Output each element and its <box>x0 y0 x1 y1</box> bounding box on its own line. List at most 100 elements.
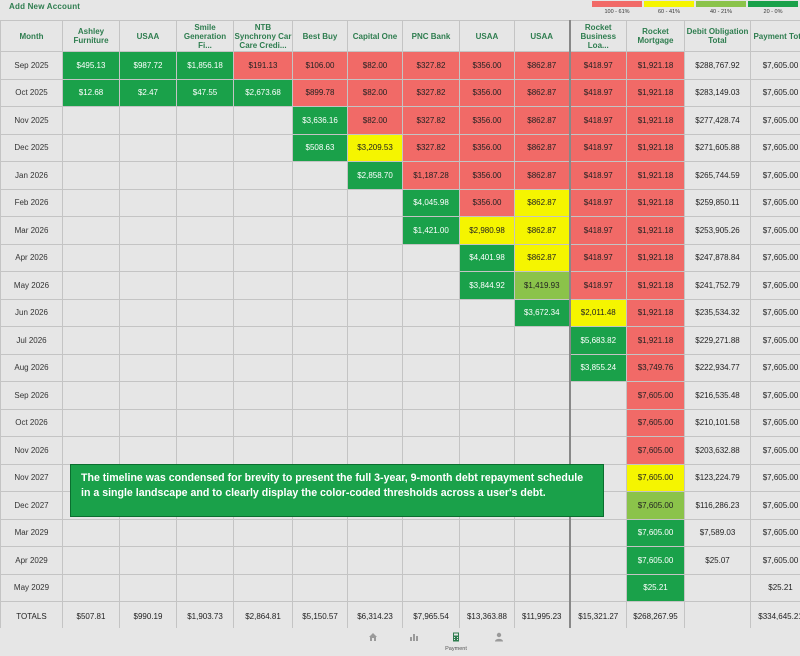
legend-label-lightgreen: 40 - 21% <box>709 9 732 15</box>
payment-cell <box>119 353 177 382</box>
payment-cell: $1,921.18 <box>626 78 685 107</box>
table-row: Apr 2026 $4,401.98 $862.87 $418.97 $1,921.18… <box>0 243 800 272</box>
payment-cell <box>119 546 177 575</box>
payment-cell: $7,605.00 <box>626 463 685 492</box>
payment-total-cell: $7,605.00 <box>750 271 800 300</box>
payment-cell <box>459 326 515 355</box>
add-new-account-link[interactable]: Add New Account <box>9 2 81 11</box>
person-icon <box>495 632 503 642</box>
payment-cell <box>233 133 293 162</box>
payment-cell: $7,605.00 <box>626 491 685 520</box>
payment-cell: $82.00 <box>347 78 403 107</box>
payment-cell <box>347 381 403 410</box>
payment-cell: $47.55 <box>176 78 234 107</box>
payment-cell <box>176 546 234 575</box>
payment-cell <box>176 298 234 327</box>
payment-cell <box>176 271 234 300</box>
payment-cell <box>402 381 460 410</box>
debt-total-cell: $283,149.03 <box>684 78 751 107</box>
table-row: May 2026 $3,844.92 $1,419.93 $418.97 $1,921.… <box>0 271 800 300</box>
debt-total-cell: $241,752.79 <box>684 271 751 300</box>
month-cell: Aug 2026 <box>0 353 63 382</box>
payment-cell <box>62 353 120 382</box>
month-cell: Mar 2029 <box>0 518 63 547</box>
payment-cell: $862.87 <box>514 243 571 272</box>
payment-cell <box>176 106 234 135</box>
payment-cell: $1,921.18 <box>626 326 685 355</box>
legend-label-red: 100 - 61% <box>604 9 630 15</box>
column-header-1: Ashley Furniture <box>62 20 120 52</box>
payment-total-cell: $25.21 <box>750 573 800 602</box>
column-header-10: Rocket Business Loa... <box>569 20 627 52</box>
payment-cell <box>402 408 460 437</box>
payment-cell: $3,855.24 <box>569 353 627 382</box>
payment-cell: $418.97 <box>569 216 627 245</box>
payment-cell <box>119 408 177 437</box>
month-cell: Dec 2027 <box>0 491 63 520</box>
nav-payment[interactable]: Payment <box>441 632 471 652</box>
nav-reports[interactable] <box>399 632 429 645</box>
legend-label-green: 20 - 0% <box>763 9 783 15</box>
payment-cell <box>514 408 571 437</box>
payment-cell: $508.63 <box>292 133 348 162</box>
payment-cell <box>176 518 234 547</box>
payment-cell: $7,605.00 <box>626 436 685 465</box>
payment-cell: $2,858.70 <box>347 161 403 190</box>
payment-cell: $82.00 <box>347 106 403 135</box>
payment-cell: $7,605.00 <box>626 408 685 437</box>
payment-cell: $4,401.98 <box>459 243 515 272</box>
total-cell: $990.19 <box>119 601 177 632</box>
payment-cell <box>176 381 234 410</box>
home-icon <box>369 633 377 641</box>
payment-cell <box>459 408 515 437</box>
payment-cell <box>233 106 293 135</box>
month-cell: Sep 2026 <box>0 381 63 410</box>
debt-total-cell <box>684 573 751 602</box>
payment-cell <box>62 518 120 547</box>
debt-total-cell: $25.07 <box>684 546 751 575</box>
payment-cell <box>119 436 177 465</box>
debt-total-cell: $247,878.84 <box>684 243 751 272</box>
total-cell: $13,363.88 <box>459 601 515 632</box>
payment-cell: $418.97 <box>569 188 627 217</box>
payment-cell: $3,844.92 <box>459 271 515 300</box>
payment-cell: $5,683.82 <box>569 326 627 355</box>
legend-swatch-green <box>748 1 798 7</box>
bottom-navigation: Payment <box>0 628 800 656</box>
payment-cell <box>402 573 460 602</box>
payment-total-cell: $7,605.00 <box>750 546 800 575</box>
debt-total-cell: $265,744.59 <box>684 161 751 190</box>
payment-cell <box>569 381 627 410</box>
payment-cell: $7,605.00 <box>626 518 685 547</box>
column-header-3: Smile Generation Fi... <box>176 20 234 52</box>
month-cell: Sep 2025 <box>0 51 63 80</box>
payment-cell: $356.00 <box>459 188 515 217</box>
payment-cell: $3,636.16 <box>292 106 348 135</box>
payment-cell <box>347 188 403 217</box>
payment-cell: $1,921.18 <box>626 161 685 190</box>
payment-cell <box>514 436 571 465</box>
payment-cell: $418.97 <box>569 243 627 272</box>
payment-cell <box>569 518 627 547</box>
payment-cell: $418.97 <box>569 271 627 300</box>
month-cell: Apr 2029 <box>0 546 63 575</box>
top-bar: Add New Account 100 - 61% 60 - 41% 40 - … <box>0 0 800 21</box>
payment-cell <box>459 298 515 327</box>
month-cell: Jun 2026 <box>0 298 63 327</box>
nav-home[interactable] <box>358 632 388 645</box>
total-cell: $7,965.54 <box>402 601 460 632</box>
table-row: Jun 2026 $3,672.34 $2,011.48 $1,921.18 $235,… <box>0 298 800 327</box>
debt-total-cell: $229,271.88 <box>684 326 751 355</box>
payment-cell: $862.87 <box>514 78 571 107</box>
nav-profile[interactable] <box>484 632 514 645</box>
table-row: Jan 2026 $2,858.70 $1,187.28 $356.00 $862.87… <box>0 161 800 190</box>
payment-cell: $2,011.48 <box>569 298 627 327</box>
payment-cell: $2,980.98 <box>459 216 515 245</box>
payment-total-cell: $7,605.00 <box>750 51 800 80</box>
debt-total-cell: $277,428.74 <box>684 106 751 135</box>
payment-cell <box>233 216 293 245</box>
payment-cell <box>233 188 293 217</box>
threshold-legend: 100 - 61% 60 - 41% 40 - 21% 20 - 0% <box>592 0 798 20</box>
payment-cell <box>119 188 177 217</box>
payment-cell <box>233 546 293 575</box>
